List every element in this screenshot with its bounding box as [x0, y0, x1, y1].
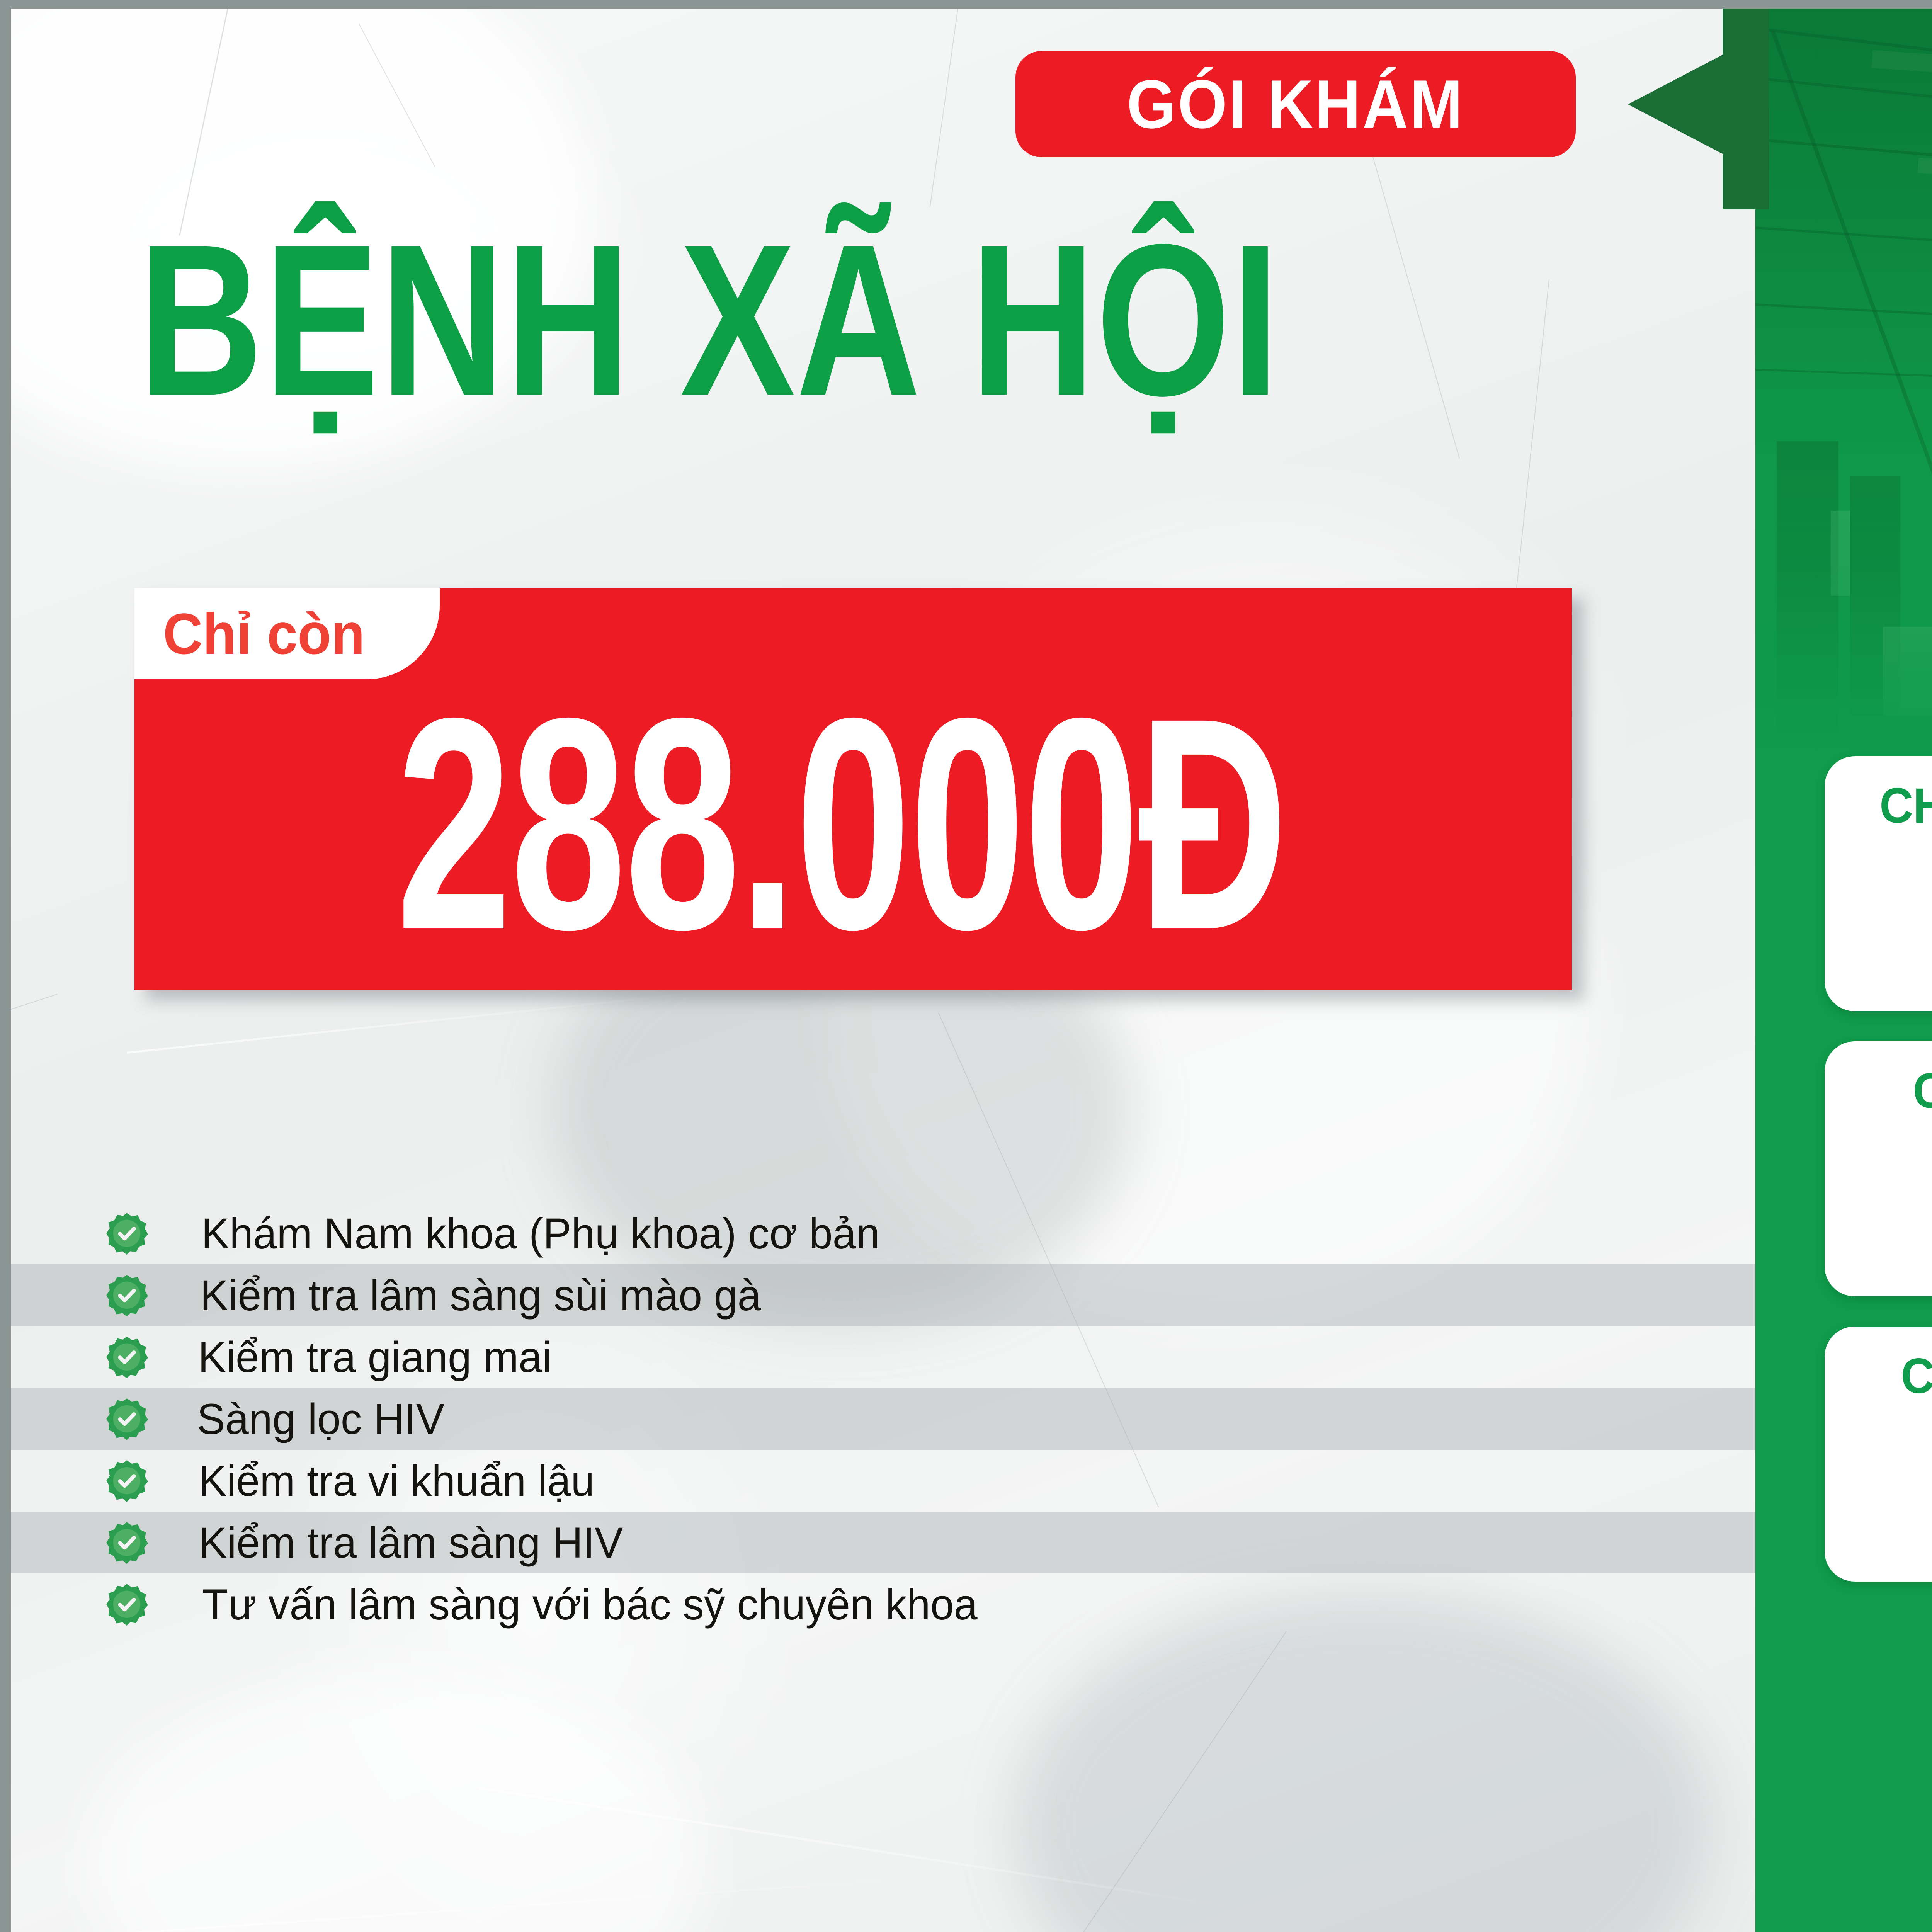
service-label: Kiểm tra giang mai	[198, 1333, 552, 1381]
discount-card: CHI PHÍ ĐIỀU TRỊ GIẢM 30 %	[1825, 1041, 1932, 1296]
chevron-left-icon	[1628, 36, 1759, 173]
service-label: Kiểm tra lâm sàng HIV	[199, 1518, 623, 1567]
discount-card-title: CHI PHÍ ĐIỀU TRỊ GIẢM	[1913, 1063, 1932, 1119]
poster-canvas: GÓI KHÁM BỆNH XÃ HỘI Chỉ còn 288.000Đ Kh…	[11, 9, 1932, 1932]
check-badge-icon	[105, 1336, 148, 1378]
list-item: Tư vấn lâm sàng với bác sỹ chuyên khoa	[11, 1573, 1755, 1635]
list-item: Khám Nam khoa (Phụ khoa) cơ bản	[11, 1202, 1755, 1264]
page-title: BỆNH XÃ HỘI	[138, 200, 1280, 441]
check-badge-icon	[105, 1398, 148, 1440]
right-green-panel: Phòng khám đa khoa ĐÀ LẠT CHI PHÍ THỦ TH…	[1755, 9, 1932, 1932]
clinic-logo: Phòng khám đa khoa ĐÀ LẠT	[1755, 136, 1932, 492]
clinic-name: ĐÀ LẠT	[1755, 408, 1932, 492]
goi-kham-label: GÓI KHÁM	[1127, 66, 1464, 143]
price-prefix-label: Chỉ còn	[163, 601, 365, 666]
list-item: Kiểm tra lâm sàng HIV	[11, 1512, 1755, 1573]
discount-card: CHI PHÍ KIỂM TRA GIẢM 30 %	[1825, 1327, 1932, 1582]
discount-card-title: CHI PHÍ KIỂM TRA GIẢM	[1901, 1348, 1932, 1404]
check-badge-icon	[105, 1212, 148, 1255]
check-badge-icon	[105, 1274, 148, 1316]
check-badge-icon	[105, 1459, 148, 1502]
price-block: Chỉ còn 288.000Đ	[134, 588, 1572, 990]
price-prefix-tab: Chỉ còn	[134, 588, 440, 679]
list-item: Kiểm tra vi khuẩn lậu	[11, 1450, 1755, 1512]
discount-card-title: CHI PHÍ THỦ THUẬT GIẢM	[1879, 778, 1932, 833]
check-badge-icon	[105, 1583, 148, 1626]
hospital-corridor-photo	[1755, 9, 1932, 781]
list-item: Kiểm tra giang mai	[11, 1326, 1755, 1388]
service-label: Kiểm tra vi khuẩn lậu	[198, 1456, 595, 1505]
list-item: Kiểm tra lâm sàng sùi mào gà	[11, 1264, 1755, 1326]
photo-bottom-fade	[1755, 580, 1932, 781]
list-item: Sàng lọc HIV	[11, 1388, 1755, 1450]
paper-highlight-3	[88, 1670, 706, 1932]
price-amount: 288.000Đ	[396, 655, 1288, 992]
service-label: Sàng lọc HIV	[197, 1395, 445, 1443]
service-label: Kiểm tra lâm sàng sùi mào gà	[200, 1271, 761, 1320]
service-label: Tư vấn lâm sàng với bác sỹ chuyên khoa	[202, 1580, 978, 1629]
paper-crease	[11, 994, 58, 1102]
paper-crease	[929, 9, 958, 208]
service-list: Khám Nam khoa (Phụ khoa) cơ bản Kiểm tra…	[11, 1202, 1755, 1635]
service-label: Khám Nam khoa (Phụ khoa) cơ bản	[201, 1209, 880, 1258]
goi-kham-badge: GÓI KHÁM	[1015, 51, 1576, 157]
discount-card-list: CHI PHÍ THỦ THUẬT GIẢM 50 % CHI PHÍ ĐIỀU…	[1755, 756, 1932, 1612]
paper-shadow-2	[1015, 1593, 1711, 1932]
check-badge-icon	[105, 1521, 148, 1564]
discount-card: CHI PHÍ THỦ THUẬT GIẢM 50 %	[1825, 756, 1932, 1011]
clinic-subtitle: Phòng khám đa khoa	[1755, 358, 1932, 411]
